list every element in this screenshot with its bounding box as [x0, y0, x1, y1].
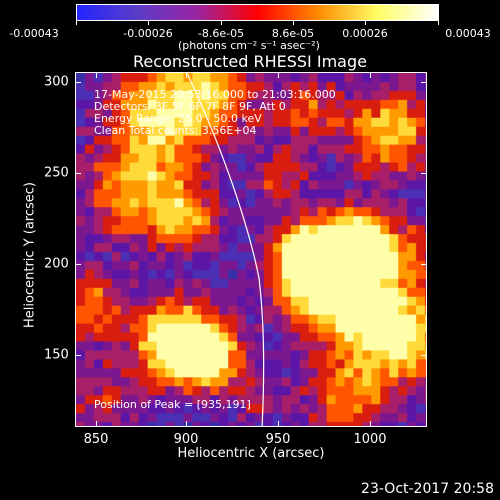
x-label-900: 900 — [173, 432, 199, 447]
y-tick-300-right — [421, 82, 427, 83]
x-tick-850-top — [96, 72, 97, 78]
x-label-1000: 1000 — [353, 432, 387, 447]
colorbar-label-6: 0.00043 — [445, 27, 491, 40]
limb-overlay — [186, 73, 265, 426]
colorbar-tick-2 — [148, 21, 149, 25]
x-label-950: 950 — [265, 432, 291, 447]
y-tick-150 — [75, 355, 81, 356]
info-line-2: Detectors: 3F 5F 6F 7F 8F 9F, Att 0 — [94, 100, 286, 113]
y-tick-200-right — [421, 264, 427, 265]
heatmap — [76, 73, 426, 426]
y-label-200: 200 — [44, 256, 69, 272]
info-line-1: 17-May-2015 20:53:16.000 to 21:03:16.000 — [94, 88, 336, 101]
colorbar-tick-4 — [293, 21, 294, 25]
x-tick-900 — [186, 421, 187, 427]
y-tick-150-right — [421, 355, 427, 356]
y-tick-250-right — [421, 173, 427, 174]
colorbar-tick-5 — [365, 21, 366, 25]
colorbar-label-4: 8.6e-05 — [271, 27, 315, 40]
colorbar-label-1: -0.00043 — [9, 27, 59, 40]
x-tick-1000-top — [370, 72, 371, 78]
colorbar-tick-3 — [221, 21, 222, 25]
image-plot: 17-May-2015 20:53:16.000 to 21:03:16.000… — [75, 72, 427, 427]
x-tick-1000 — [370, 421, 371, 427]
colorbar-label-3: -8.6e-05 — [197, 27, 245, 40]
x-label-850: 850 — [83, 432, 109, 447]
x-axis-title: Heliocentric X (arcsec) — [177, 446, 325, 461]
colorbar-gradient — [76, 4, 439, 21]
y-label-150: 150 — [44, 347, 69, 363]
info-line-4: Clean Total counts: 3.56E+04 — [94, 124, 257, 137]
colorbar-label-2: -0.00026 — [123, 27, 173, 40]
x-tick-850 — [96, 421, 97, 427]
colorbar-label-5: 0.00026 — [342, 27, 388, 40]
y-label-300: 300 — [44, 74, 69, 90]
y-tick-250 — [75, 173, 81, 174]
y-tick-300 — [75, 82, 81, 83]
solar-limb-line — [186, 73, 265, 426]
y-label-250: 250 — [44, 165, 69, 181]
x-tick-950 — [278, 421, 279, 427]
timestamp: 23-Oct-2017 20:58 — [361, 481, 494, 497]
info-line-3: Energy Range: 25.0 - 50.0 keV — [94, 112, 262, 125]
plot-title: Reconstructed RHESSI Image — [133, 52, 367, 71]
y-tick-200 — [75, 264, 81, 265]
x-tick-900-top — [186, 72, 187, 78]
colorbar-units: (photons cm⁻² s⁻¹ asec⁻²) — [178, 39, 320, 52]
x-tick-950-top — [278, 72, 279, 78]
colorbar-tick-1 — [76, 21, 77, 25]
colorbar-tick-6 — [438, 21, 439, 25]
peak-position-label: Position of Peak = [935,191] — [94, 398, 251, 411]
y-axis-title: Heliocentric Y (arcsec) — [22, 182, 38, 328]
